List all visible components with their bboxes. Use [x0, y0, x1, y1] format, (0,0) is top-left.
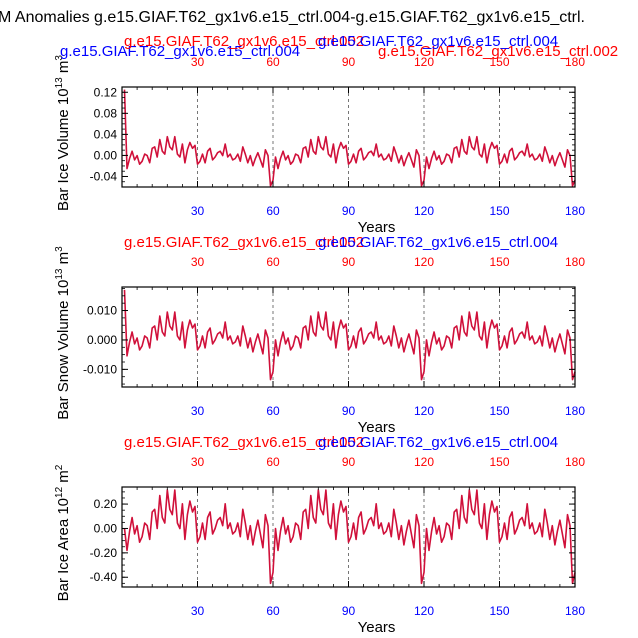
x-tick-label-bottom: 150 — [489, 204, 509, 218]
x-tick-label-top: 90 — [342, 455, 356, 469]
panel-2: -0.010 0.000 0.010 30 30 60 60 90 90 120 120 150 150… — [54, 234, 585, 436]
x-tick-label-bottom: 120 — [414, 404, 434, 418]
y-axis-label-unit-exp: 3 — [54, 246, 65, 252]
x-tick-label-bottom: 90 — [342, 404, 356, 418]
x-tick-label-bottom: 30 — [191, 404, 205, 418]
case-label-right: g.e15.GIAF.T62_gx1v6.e15_ctrl.002 — [378, 43, 618, 60]
y-tick-label: 0.00 — [94, 521, 118, 535]
y-axis-label-unit-exp: 2 — [54, 464, 65, 470]
x-tick-label-bottom: 30 — [191, 204, 205, 218]
x-tick-label-top: 150 — [489, 455, 509, 469]
y-tick-label: 0.20 — [94, 497, 118, 511]
x-tick-label-bottom: 60 — [266, 404, 280, 418]
x-tick-label-top: 90 — [342, 55, 356, 69]
x-tick-label-top: 180 — [565, 455, 585, 469]
x-tick-label-top: 60 — [266, 55, 280, 69]
x-tick-label-top: 120 — [414, 255, 434, 269]
x-tick-label-bottom: 90 — [342, 204, 356, 218]
case-label-center2: g.e15.GIAF.T62_gx1v6.e15_ctrl.004 — [318, 33, 558, 50]
y-tick-label: -0.010 — [83, 362, 117, 376]
x-tick-label-bottom: 150 — [489, 604, 509, 618]
x-tick-label-bottom: 180 — [565, 404, 585, 418]
figure-title: M Anomalies g.e15.GIAF.T62_gx1v6.e15_ctr… — [0, 9, 585, 26]
case-label-left: g.e15.GIAF.T62_gx1v6.e15_ctrl.004 — [60, 43, 300, 60]
x-tick-label-bottom: 60 — [266, 604, 280, 618]
series-line — [123, 289, 576, 381]
x-tick-label-bottom: 120 — [414, 604, 434, 618]
x-tick-label-bottom: 180 — [565, 604, 585, 618]
x-tick-label-top: 60 — [266, 255, 280, 269]
y-axis-label-exp: 12 — [54, 486, 65, 498]
x-tick-label-top: 120 — [414, 55, 434, 69]
series-line — [123, 89, 576, 187]
x-tick-label-bottom: 150 — [489, 404, 509, 418]
x-tick-label-bottom: 60 — [266, 204, 280, 218]
y-tick-label: 0.08 — [94, 106, 118, 120]
x-tick-label-bottom: 120 — [414, 204, 434, 218]
y-axis-label-unit-exp: 3 — [54, 55, 65, 61]
y-tick-label: -0.40 — [90, 570, 118, 584]
x-tick-label-top: 180 — [565, 255, 585, 269]
case-label-left: g.e15.GIAF.T62_gx1v6.e15_ctrl.002 — [124, 234, 364, 251]
x-tick-label-bottom: 180 — [565, 204, 585, 218]
series-line — [123, 489, 576, 585]
case-label-center: g.e15.GIAF.T62_gx1v6.e15_ctrl.002 — [124, 33, 364, 50]
y-axis-label-unit: m — [55, 252, 72, 269]
y-axis-label-unit: m — [55, 61, 72, 78]
y-axis-label-unit: m — [55, 470, 72, 487]
y-axis-label-main: Bar Snow Volume 10 — [55, 280, 72, 420]
panel-3: -0.40 -0.20 0.00 0.20 30 30 60 60 90 90 120 120 150 1… — [54, 434, 585, 636]
y-axis-label-main: Bar Ice Area 10 — [55, 498, 72, 601]
y-tick-label: 0.12 — [94, 85, 118, 99]
y-axis-label-main: Bar Ice Volume 10 — [55, 88, 72, 211]
case-label-right: g.e15.GIAF.T62_gx1v6.e15_ctrl.004 — [318, 434, 558, 451]
y-tick-label: 0.000 — [87, 333, 117, 347]
y-tick-label: -0.20 — [90, 546, 118, 560]
y-axis-label-exp: 13 — [54, 77, 65, 89]
x-tick-label-top: 30 — [191, 55, 205, 69]
x-tick-label-bottom: 30 — [191, 604, 205, 618]
x-tick-label-bottom: 90 — [342, 604, 356, 618]
case-label-left: g.e15.GIAF.T62_gx1v6.e15_ctrl.002 — [124, 434, 364, 451]
x-tick-label-top: 180 — [565, 55, 585, 69]
y-tick-label: 0.010 — [87, 304, 117, 318]
x-tick-label-top: 30 — [191, 255, 205, 269]
x-axis-label: Years — [358, 219, 396, 236]
y-tick-label: -0.04 — [90, 169, 118, 183]
x-axis-label: Years — [358, 619, 396, 636]
x-tick-label-top: 150 — [489, 55, 509, 69]
x-tick-label-top: 120 — [414, 455, 434, 469]
x-tick-label-top: 30 — [191, 455, 205, 469]
y-tick-label: 0.00 — [94, 148, 118, 162]
x-tick-label-top: 150 — [489, 255, 509, 269]
y-tick-label: 0.04 — [94, 127, 118, 141]
panel-1: -0.04 0.00 0.04 0.08 0.12 30 30 60 60 90 90 120 120 1… — [54, 33, 618, 236]
case-label-right: g.e15.GIAF.T62_gx1v6.e15_ctrl.004 — [318, 234, 558, 251]
y-axis-label: Bar Snow Volume 1013 m3 — [54, 246, 72, 420]
y-axis-label: Bar Ice Area 1012 m2 — [54, 464, 72, 601]
x-tick-label-top: 60 — [266, 455, 280, 469]
y-axis-label-exp: 13 — [54, 268, 65, 280]
x-tick-label-top: 90 — [342, 255, 356, 269]
x-axis-label: Years — [358, 419, 396, 436]
y-axis-label: Bar Ice Volume 1013 m3 — [54, 55, 72, 211]
